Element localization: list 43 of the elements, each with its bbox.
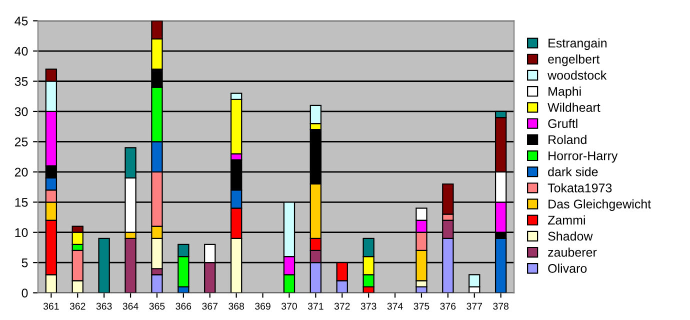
x-tick-label: 374 [387, 302, 403, 310]
y-tick-label: 35 [14, 77, 28, 86]
y-tick-label: 20 [14, 168, 28, 177]
x-tick-label: 378 [493, 302, 509, 310]
x-tick-label: 362 [70, 302, 86, 310]
x-tick-label: 372 [334, 302, 350, 310]
legend-label: Wildheart [548, 102, 600, 112]
x-tick-label: 364 [122, 302, 138, 310]
x-tick-label: 371 [308, 302, 324, 310]
legend-label: Shadow [548, 231, 593, 241]
y-tick-label: 25 [14, 137, 28, 146]
y-tick-label: 15 [15, 198, 28, 207]
y-tick-label: 40 [14, 46, 28, 56]
x-tick-label: 370 [281, 302, 297, 310]
legend-label: Das Gleichgewicht [548, 199, 651, 211]
x-tick-label: 376 [440, 302, 456, 310]
x-tick-label: 363 [96, 302, 112, 310]
legend-label: Olivaro [548, 264, 587, 273]
x-tick-label: 365 [149, 302, 165, 310]
x-tick-label: 361 [43, 302, 59, 310]
legend-label: Zammi [548, 215, 585, 225]
x-tick-label: 377 [466, 302, 482, 310]
y-tick-label: 10 [15, 228, 28, 238]
legend-label: Tokata1973 [548, 183, 612, 192]
x-tick-label: 375 [414, 302, 430, 310]
legend-label: Maphi [548, 86, 581, 98]
legend-label: dark side [548, 167, 598, 176]
y-tick-label: 5 [22, 258, 28, 268]
y-tick-label: 45 [14, 16, 28, 26]
legend-label: Estrangain [548, 38, 607, 50]
x-tick-label: 369 [255, 302, 270, 310]
legend-label: Horror-Harry [548, 151, 618, 163]
legend-label: woodstock [548, 70, 607, 80]
legend-label: engelbert [548, 54, 600, 66]
x-tick-label: 368 [228, 302, 244, 310]
x-tick-label: 366 [176, 302, 192, 310]
legend-label: zauberer [548, 248, 597, 257]
x-tick-label: 373 [360, 302, 376, 310]
y-tick-label: 30 [14, 107, 28, 116]
x-tick-label: 367 [202, 302, 218, 310]
legend-label: Roland [548, 134, 586, 144]
y-tick-label: 0 [22, 288, 28, 298]
legend-label: Gruftl [548, 118, 578, 128]
